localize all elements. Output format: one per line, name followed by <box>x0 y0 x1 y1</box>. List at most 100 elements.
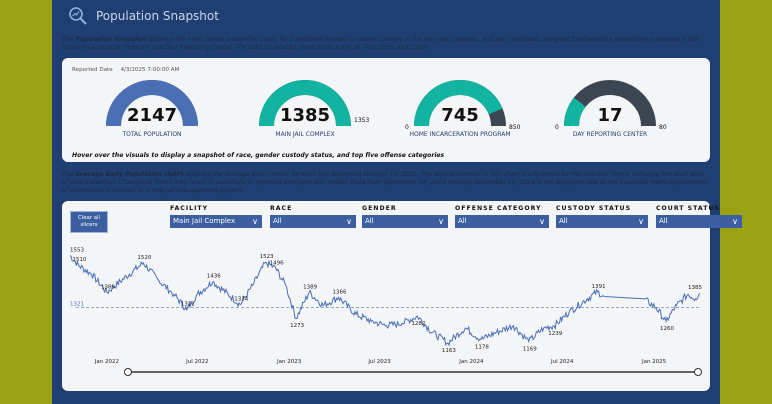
slicer-label: CUSTODY STATUS <box>556 205 632 212</box>
data-label: 1389 <box>303 284 317 290</box>
reported-date-label: Reported Date <box>72 67 113 73</box>
gauge-max: 1353 <box>354 117 370 124</box>
x-tick-label: Jan 2023 <box>276 359 302 365</box>
data-label: 1311 <box>181 302 195 308</box>
intro-bold: Population Snapshot <box>75 36 147 43</box>
gauge-max: 850 <box>509 124 521 131</box>
data-label: 1260 <box>660 326 674 332</box>
chevron-down-icon: ∨ <box>539 217 545 226</box>
data-label: 1178 <box>475 345 489 351</box>
slicer-value: Main Jail Complex <box>173 217 236 225</box>
data-label: 1496 <box>270 260 284 266</box>
slicer-label: RACE <box>270 205 293 212</box>
range-end-handle[interactable] <box>694 368 702 376</box>
slicer-dropdown[interactable]: All ∨ <box>362 215 448 228</box>
data-label: 1523 <box>260 254 274 260</box>
data-label: 1169 <box>523 347 537 353</box>
intro-text: The Population Snapshot displays the mos… <box>62 36 699 52</box>
gauge-value: 745 <box>441 105 479 126</box>
data-label: 1334 <box>234 297 248 303</box>
gauge-4[interactable] <box>555 76 665 136</box>
slicer-bar: Clear all slicers FACILITY Main Jail Comp… <box>62 201 742 241</box>
slicer-court-status[interactable]: COURT STATUS All ∨ <box>656 205 742 228</box>
slicer-value: All <box>458 217 467 225</box>
adp-card: Clear all slicers FACILITY Main Jail Comp… <box>62 201 742 391</box>
adp-prefix: The <box>62 171 76 178</box>
gauge-label: TOTAL POPULATION <box>122 131 182 138</box>
gauge-1[interactable] <box>97 76 207 136</box>
slicer-race[interactable]: RACE All ∨ <box>270 205 356 228</box>
x-tick-label: Jul 2023 <box>367 359 391 365</box>
clear-all-slicers-button[interactable]: Clear all slicers <box>70 211 108 233</box>
dashboard-frame: Population Snapshot The Population Snaps… <box>52 0 742 404</box>
gauge-min: 0 <box>405 124 409 131</box>
gauge-fill <box>259 80 351 127</box>
slicer-custody-status[interactable]: CUSTODY STATUS All ∨ <box>556 205 648 228</box>
gauge-fill <box>414 80 503 127</box>
slicer-value: All <box>365 217 374 225</box>
gauge-label: HOME INCARCERATION PROGRAM <box>409 131 511 138</box>
adp-bold: Average Daily Population (ADP) <box>75 171 184 178</box>
gauge-3[interactable] <box>405 76 515 136</box>
gauge-label: DAY REPORTING CENTER <box>572 131 648 138</box>
gauge-value: 1385 <box>279 105 331 126</box>
reported-date-value: 4/3/2025 7:00:00 AM <box>120 67 180 73</box>
adp-description: The Average Daily Population (ADP) displ… <box>62 171 710 196</box>
data-label: 1436 <box>207 274 221 280</box>
chevron-down-icon: ∨ <box>732 217 738 226</box>
slicer-value: All <box>273 217 282 225</box>
magnifier-chart-icon <box>69 7 87 25</box>
data-label: 1520 <box>137 255 151 261</box>
slicer-dropdown[interactable]: All ∨ <box>270 215 356 228</box>
slicer-facility[interactable]: FACILITY Main Jail Complex ∨ <box>170 205 262 228</box>
x-tick-label: Jan 2022 <box>94 359 119 365</box>
gauge-value: 2147 <box>126 105 178 126</box>
gauge-fill <box>106 80 198 127</box>
reported-date: Reported Date 4/3/2025 7:00:00 AM <box>72 67 179 73</box>
slicer-label: COURT STATUS <box>656 205 720 212</box>
page-title: Population Snapshot <box>96 9 219 23</box>
data-label: 1239 <box>548 331 562 337</box>
range-start-handle[interactable] <box>124 368 132 376</box>
gauge-label: MAIN JAIL COMPLEX <box>275 131 335 138</box>
chevron-down-icon: ∨ <box>438 217 444 226</box>
gauge-value: 17 <box>597 105 623 126</box>
gauge-min: 0 <box>555 124 559 131</box>
x-tick-label: Jul 2022 <box>185 359 208 365</box>
chevron-down-icon: ∨ <box>638 217 644 226</box>
gauge-fill <box>564 97 586 127</box>
adp-series-line[interactable] <box>69 255 701 347</box>
adp-line-chart[interactable]: 1321 1553 1510 1389 1520 1311 1436 1334 15231496… <box>62 241 710 391</box>
slicer-dropdown[interactable]: All ∨ <box>556 215 648 228</box>
slicer-value: All <box>559 217 568 225</box>
data-label: 1389 <box>101 284 115 290</box>
slicer-dropdown[interactable]: All ∨ <box>656 215 742 228</box>
x-tick-label: Jul 2024 <box>550 359 574 365</box>
data-label: 1163 <box>442 348 456 354</box>
gauges: 2147 TOTAL POPULATION 1385 MAIN JAIL COMPLE… <box>62 58 710 162</box>
data-label: 1366 <box>333 289 347 295</box>
gauge-max: 80 <box>659 124 667 131</box>
slicer-offense-category[interactable]: OFFENSE CATEGORY All ∨ <box>455 205 549 228</box>
x-tick-label: Jan 2024 <box>458 359 484 365</box>
slicer-label: GENDER <box>362 205 397 212</box>
slicer-label: OFFENSE CATEGORY <box>455 205 542 212</box>
slicer-dropdown[interactable]: All ∨ <box>455 215 549 228</box>
snapshot-card: Reported Date 4/3/2025 7:00:00 AM 2147 TO… <box>62 58 710 162</box>
data-label: 1385 <box>688 285 702 291</box>
data-label: 1273 <box>290 323 304 329</box>
slicer-gender[interactable]: GENDER All ∨ <box>362 205 448 228</box>
chevron-down-icon: ∨ <box>346 217 352 226</box>
header: Population Snapshot <box>52 0 720 32</box>
slicer-label: FACILITY <box>170 205 209 212</box>
gauge-2[interactable] <box>250 76 360 136</box>
x-tick-label: Jan 2025 <box>641 359 667 365</box>
data-label: 1391 <box>592 284 606 290</box>
data-label: 1553 <box>70 248 84 254</box>
adp-body: displays the average daily census for ea… <box>62 171 707 195</box>
intro-body: displays the most recent population coun… <box>62 36 699 52</box>
slicer-value: All <box>659 217 668 225</box>
slicer-dropdown[interactable]: Main Jail Complex ∨ <box>170 215 262 228</box>
data-label: 1282 <box>411 321 425 327</box>
hover-note: Hover over the visuals to display a snap… <box>72 152 445 159</box>
